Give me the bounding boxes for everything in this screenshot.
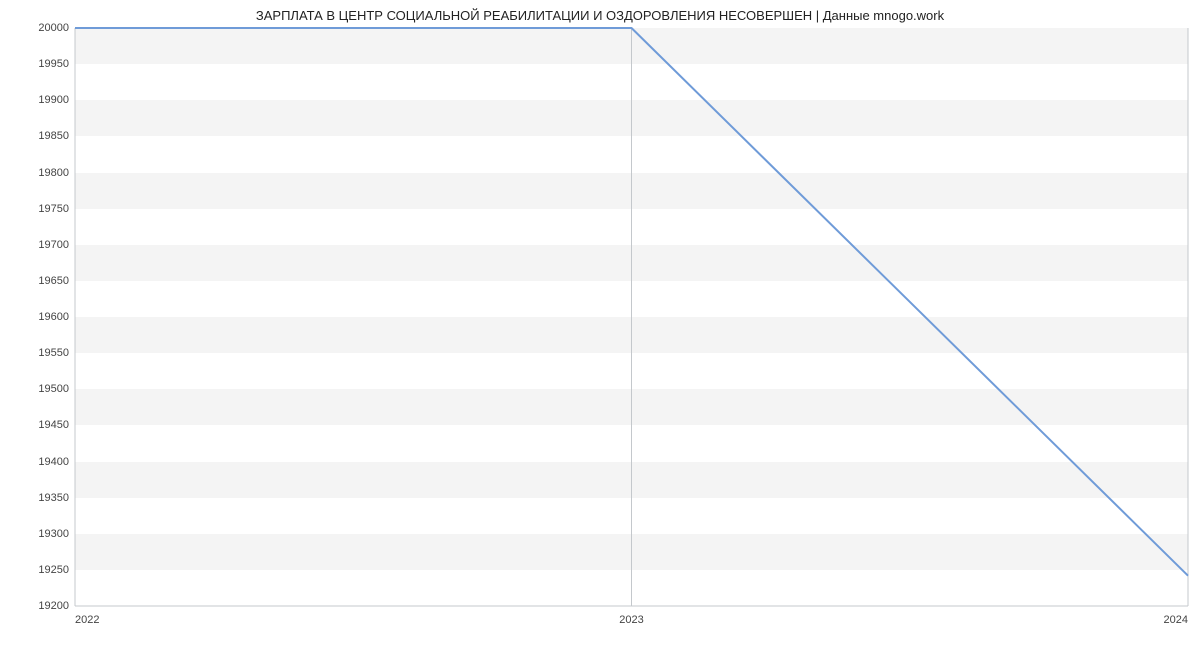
y-axis-tick-label: 19950	[38, 58, 69, 70]
y-axis-tick-label: 20000	[38, 22, 69, 34]
y-axis-tick-label: 19300	[38, 528, 69, 540]
x-axis-tick-label: 2024	[1164, 614, 1188, 626]
salary-line-chart: ЗАРПЛАТА В ЦЕНТР СОЦИАЛЬНОЙ РЕАБИЛИТАЦИИ…	[0, 0, 1200, 650]
y-axis-tick-label: 19600	[38, 311, 69, 323]
y-axis-tick-label: 19850	[38, 130, 69, 142]
y-axis-tick-label: 19450	[38, 419, 69, 431]
y-axis-tick-label: 19800	[38, 167, 69, 179]
chart-svg-layer	[75, 28, 1188, 606]
y-axis-tick-label: 19500	[38, 383, 69, 395]
y-axis-tick-label: 19700	[38, 239, 69, 251]
y-axis-tick-label: 19750	[38, 203, 69, 215]
y-axis-tick-label: 19350	[38, 492, 69, 504]
x-axis-tick-label: 2022	[75, 614, 99, 626]
chart-title: ЗАРПЛАТА В ЦЕНТР СОЦИАЛЬНОЙ РЕАБИЛИТАЦИИ…	[0, 8, 1200, 23]
y-axis-tick-label: 19200	[38, 600, 69, 612]
y-axis-tick-label: 19400	[38, 456, 69, 468]
plot-area: 1920019250193001935019400194501950019550…	[75, 28, 1188, 606]
y-axis-tick-label: 19550	[38, 347, 69, 359]
y-axis-tick-label: 19900	[38, 94, 69, 106]
x-axis-tick-label: 2023	[619, 614, 643, 626]
y-axis-tick-label: 19250	[38, 564, 69, 576]
y-axis-tick-label: 19650	[38, 275, 69, 287]
